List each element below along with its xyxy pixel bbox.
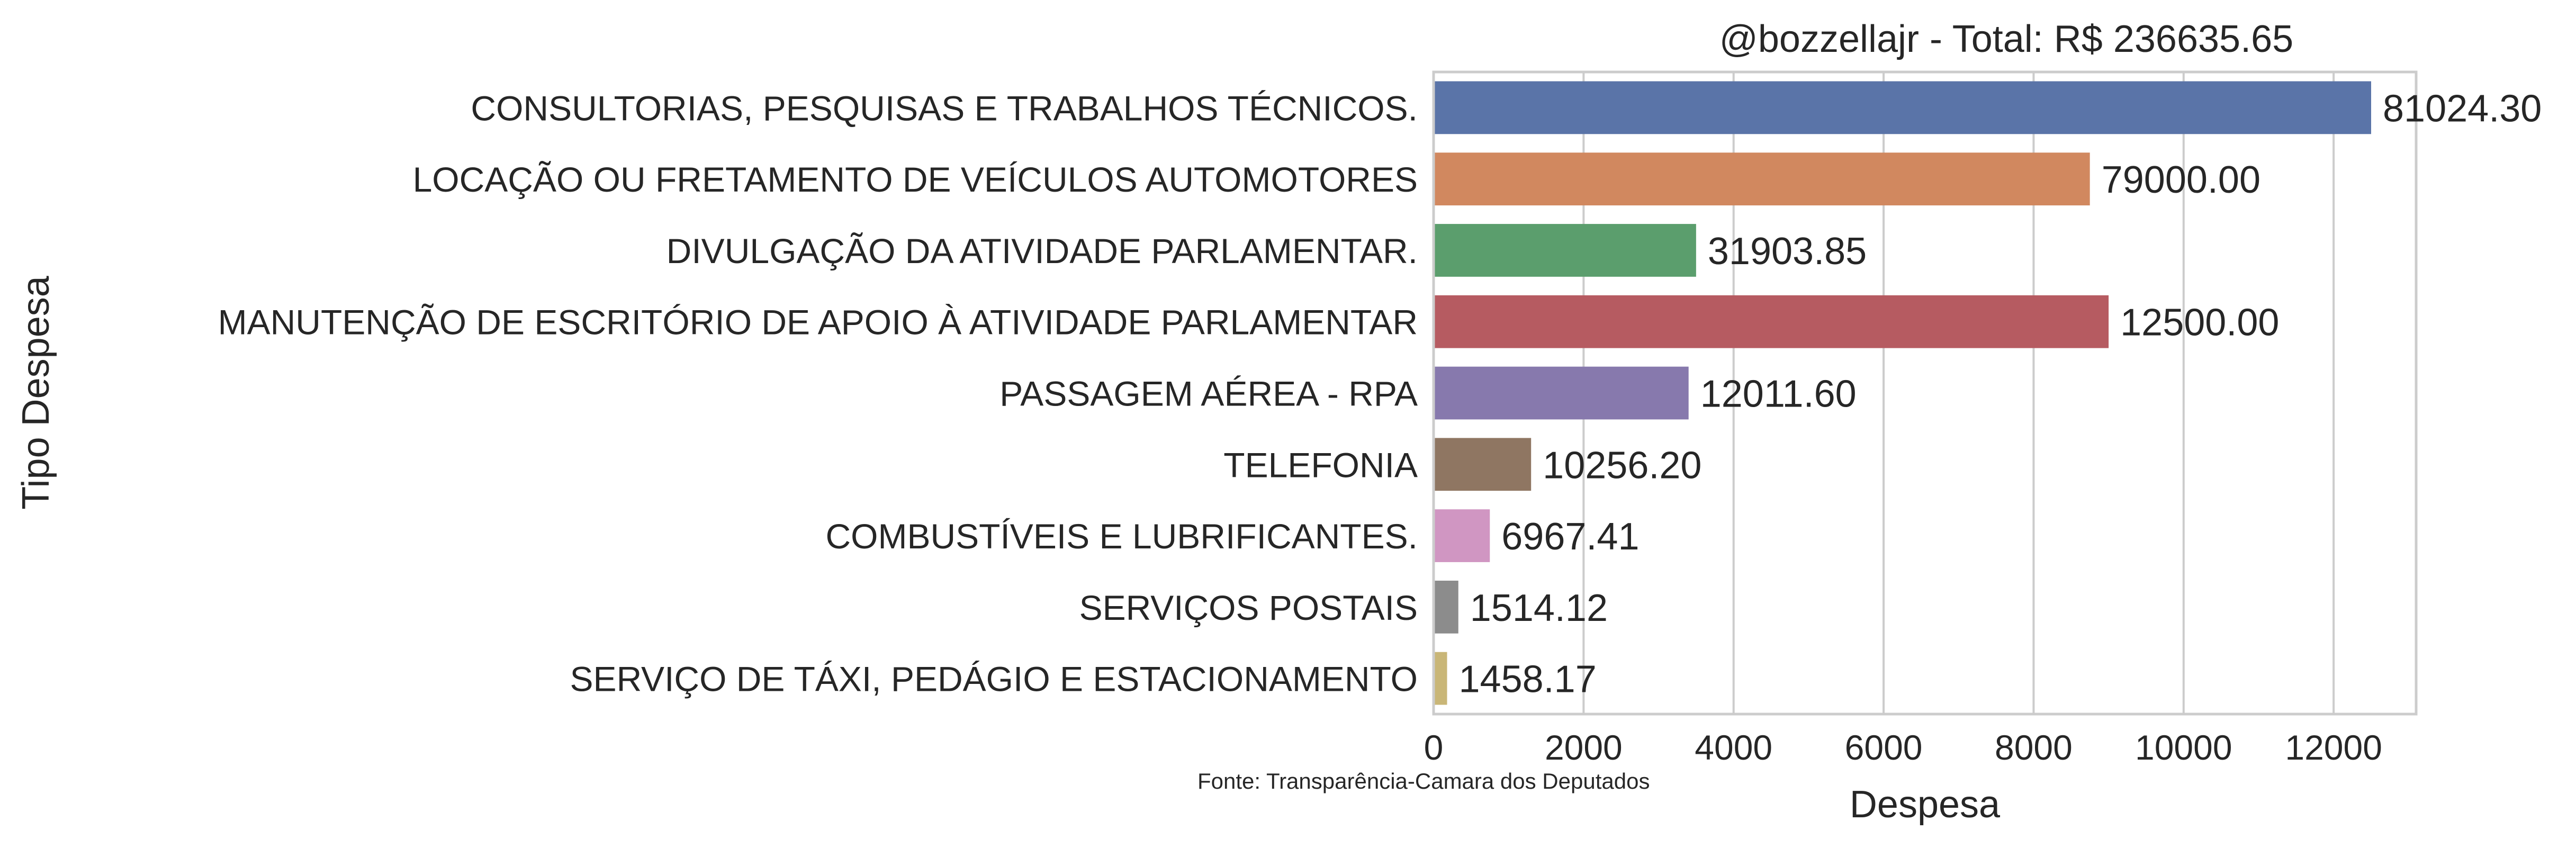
x-tick-label: 2000 <box>1545 728 1623 767</box>
bar <box>1434 438 1532 491</box>
y-tick-label: SERVIÇOS POSTAIS <box>1079 588 1418 627</box>
chart-title: @bozzellajr - Total: R$ 236635.65 <box>1719 18 2293 60</box>
y-tick-label: COMBUSTÍVEIS E LUBRIFICANTES. <box>825 517 1418 556</box>
bar-value-label: 1458.17 <box>1459 658 1597 701</box>
y-axis-label: Tipo Despesa <box>15 275 57 510</box>
bar-value-label: 31903.85 <box>1708 230 1867 273</box>
bar <box>1434 152 2090 206</box>
x-tick-labels: 0 2000 4000 6000 8000 10000 12000 <box>1424 728 2382 767</box>
x-tick-label: 0 <box>1424 728 1444 767</box>
bar-value-label: 81024.30 <box>2383 87 2542 130</box>
bar <box>1434 295 2109 348</box>
y-tick-label: LOCAÇÃO OU FRETAMENTO DE VEÍCULOS AUTOMO… <box>413 160 1418 199</box>
bar <box>1434 580 1458 634</box>
bar <box>1434 366 1689 420</box>
x-tick-label: 12000 <box>2285 728 2382 767</box>
source-note: Fonte: Transparência-Camara dos Deputado… <box>1197 769 1650 793</box>
x-tick-label: 6000 <box>1845 728 1923 767</box>
x-axis-label: Despesa <box>1850 783 2001 826</box>
y-tick-label: SERVIÇO DE TÁXI, PEDÁGIO E ESTACIONAMENT… <box>570 660 1418 699</box>
bar-value-label: 12011.60 <box>1700 373 1857 416</box>
y-tick-label: CONSULTORIAS, PESQUISAS E TRABALHOS TÉCN… <box>471 88 1418 128</box>
y-tick-label: DIVULGAÇÃO DA ATIVIDADE PARLAMENTAR. <box>666 231 1418 270</box>
y-tick-label: TELEFONIA <box>1223 445 1418 484</box>
bar-value-label: 79000.00 <box>2102 159 2260 201</box>
x-tick-label: 4000 <box>1695 728 1772 767</box>
bar-value-labels: 81024.30 79000.00 31903.85 12500.00 12011.60… <box>1459 87 2542 700</box>
plot-frame <box>1432 70 2418 716</box>
y-tick-labels: CONSULTORIAS, PESQUISAS E TRABALHOS TÉCN… <box>218 88 1418 698</box>
y-tick-label: PASSAGEM AÉREA - RPA <box>999 374 1418 413</box>
bar-value-label: 6967.41 <box>1501 516 1639 558</box>
bar <box>1434 652 1447 705</box>
bar <box>1434 81 2371 134</box>
bar-value-label: 1514.12 <box>1470 587 1608 629</box>
bars <box>1434 81 2371 705</box>
bar <box>1434 509 1490 562</box>
bar-value-label: 10256.20 <box>1543 444 1701 486</box>
x-tick-label: 8000 <box>1995 728 2073 767</box>
bar-value-label: 12500.00 <box>2120 302 2279 344</box>
x-tick-label: 10000 <box>2135 728 2232 767</box>
bar <box>1434 224 1696 277</box>
y-tick-label: MANUTENÇÃO DE ESCRITÓRIO DE APOIO À ATIV… <box>218 303 1418 342</box>
